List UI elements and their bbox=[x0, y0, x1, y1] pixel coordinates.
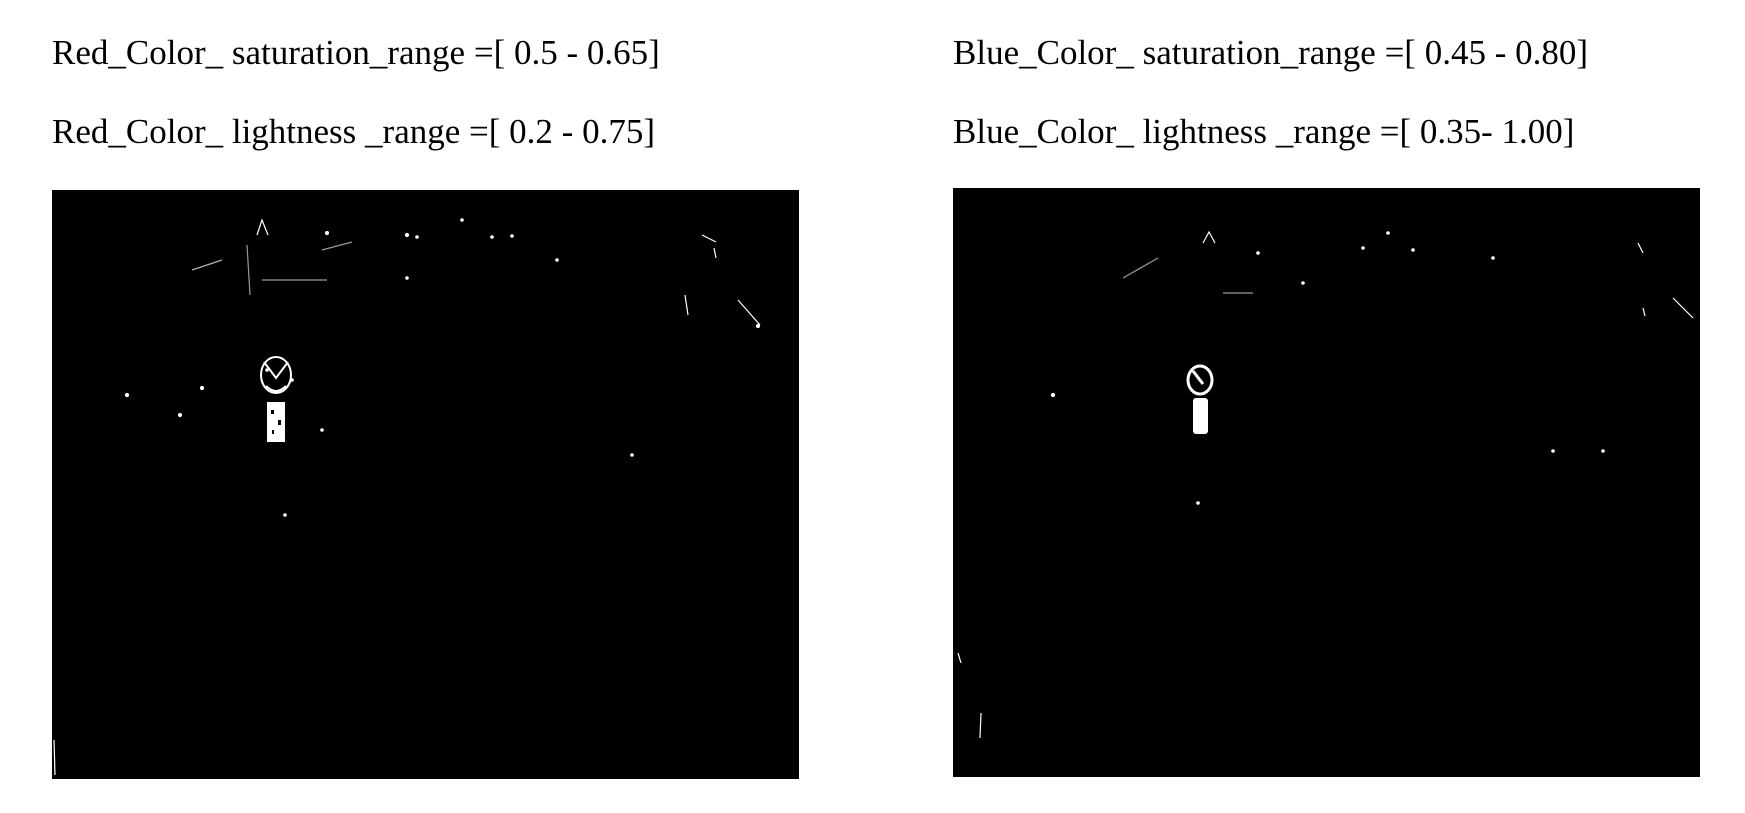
red-mask-svg bbox=[52, 190, 799, 779]
blue-saturation-range-text: Blue_Color_ saturation_range =[ 0.45 - 0… bbox=[953, 33, 1589, 72]
mask-specks bbox=[957, 230, 1694, 739]
red-lightness-range-text: Red_Color_ lightness _range =[ 0.2 - 0.7… bbox=[52, 112, 655, 151]
mask-background bbox=[953, 188, 1700, 777]
blue-mask-object bbox=[1186, 364, 1214, 396]
mask-specks bbox=[53, 218, 761, 776]
blue-mask-blob bbox=[1193, 398, 1208, 434]
red-mask-image bbox=[52, 190, 799, 779]
red-mask-blob-holes bbox=[271, 410, 281, 434]
blue-mask-svg bbox=[953, 188, 1700, 777]
red-saturation-range-text: Red_Color_ saturation_range =[ 0.5 - 0.6… bbox=[52, 33, 660, 72]
blue-lightness-range-text: Blue_Color_ lightness _range =[ 0.35- 1.… bbox=[953, 112, 1575, 151]
blue-mask-image bbox=[953, 188, 1700, 777]
mask-background bbox=[52, 190, 799, 779]
red-mask-object bbox=[260, 356, 292, 394]
red-mask-blob bbox=[267, 402, 285, 442]
